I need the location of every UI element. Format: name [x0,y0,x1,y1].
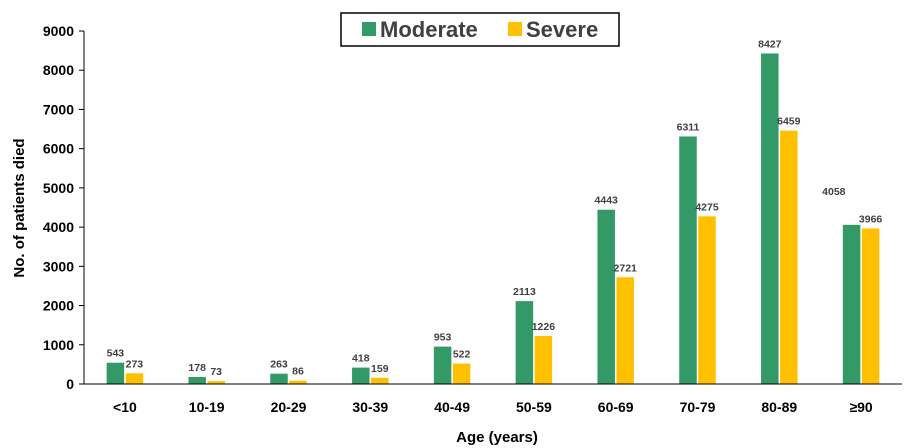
bar-moderate [270,373,288,384]
y-tick-label: 8000 [43,62,74,78]
bar-moderate [188,377,206,384]
y-axis-title: No. of patients died [11,138,28,277]
x-tick-label: 80-89 [761,399,797,415]
bar-severe [207,381,225,384]
bar-moderate [761,53,779,384]
bar-moderate [842,224,861,384]
data-label-moderate: 418 [352,353,370,365]
bar-group [106,53,880,384]
x-axis-ticks: <10 10-19 20-29 30-39 40-49 50-59 60-69 70-79 80… [113,399,873,415]
y-tick-label: 2000 [43,298,74,314]
bar-severe [861,228,880,384]
y-tick-label: 5000 [43,180,74,196]
x-tick-label: 60-69 [598,399,634,415]
bar-moderate [515,301,534,384]
bar-moderate [433,346,452,384]
bar-severe [616,277,634,384]
data-label-moderate: 178 [188,362,206,374]
x-tick-label: ≥90 [849,399,872,415]
bar-severe [698,216,716,384]
legend-label-severe: Severe [526,17,598,42]
bar-severe [289,380,307,384]
bar-severe [534,335,553,384]
y-tick-label: 0 [66,376,74,392]
legend-swatch-severe [508,22,522,36]
y-axis-ticks: 0 1000 2000 3000 4000 5000 6000 7000 8000 9000 [43,23,84,392]
bar-severe [371,377,389,384]
bar-severe [780,130,798,384]
data-label-severe: 522 [453,349,471,361]
legend-box [340,12,620,47]
x-tick-label: 70-79 [680,399,716,415]
x-tick-label: 10-19 [189,399,225,415]
y-tick-label: 6000 [43,141,74,157]
data-label-severe: 273 [126,358,144,370]
bar-moderate [106,362,125,384]
y-tick-label: 4000 [43,219,74,235]
legend-swatch-moderate [362,22,376,36]
data-label-severe: 1226 [532,321,556,333]
data-label-moderate: 8427 [758,38,782,50]
y-tick-label: 7000 [43,101,74,117]
bar-severe [452,363,471,384]
bar-moderate [352,367,370,384]
data-label-moderate: 6311 [677,121,700,133]
x-tick-label: 30-39 [352,399,388,415]
data-label-severe: 6459 [777,116,801,128]
bar-moderate [679,136,697,384]
y-tick-label: 9000 [43,23,74,39]
x-axis-title: Age (years) [456,429,538,446]
data-label-moderate: 953 [434,332,452,344]
data-label-moderate: 263 [270,359,288,371]
bar-severe [125,373,144,384]
x-tick-label: 40-49 [434,399,470,415]
y-tick-label: 3000 [43,258,74,274]
data-label-severe: 73 [210,366,222,378]
x-tick-label: 50-59 [516,399,552,415]
data-label-severe: 3966 [859,213,883,225]
data-label-moderate: 4058 [822,186,846,198]
data-label-severe: 2721 [614,262,638,274]
legend-label-moderate: Moderate [380,17,478,42]
data-label-moderate: 4443 [595,195,619,207]
legend: Moderate Severe [340,12,620,47]
data-label-severe: 4275 [695,201,719,213]
data-label-moderate: 543 [107,348,125,360]
data-label-severe: 159 [371,363,389,375]
y-tick-label: 1000 [43,337,74,353]
x-tick-label: <10 [113,399,137,415]
data-label-moderate: 2113 [513,286,536,298]
bar-moderate [597,209,615,384]
data-label-severe: 86 [292,366,304,378]
x-tick-label: 20-29 [271,399,307,415]
